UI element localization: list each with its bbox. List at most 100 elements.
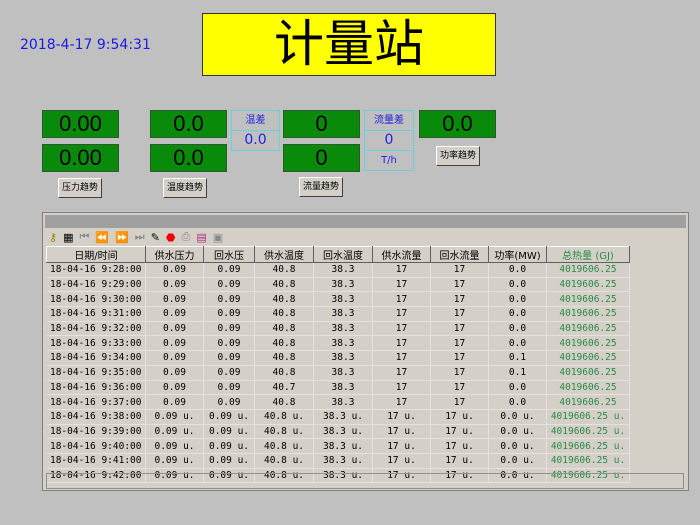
table-cell: 0.09 — [203, 380, 255, 396]
table-cell: 0.0 u. — [488, 409, 547, 425]
table-cell: 40.8 — [254, 365, 314, 381]
table-cell: 18-04-16 9:31:00 — [46, 306, 146, 322]
data-table-window: ⚷ ▦ ⏮ ⏪ ⏩ ⏭ ✎ ⬣ ⎙ ▤ ▣ 日期/时间 供水压力 回水压 供水温度 回水… — [42, 212, 689, 491]
next-icon[interactable]: ⏩ — [115, 230, 129, 244]
table-cell: 38.3 — [313, 365, 373, 381]
chart-icon[interactable]: ▤ — [196, 230, 207, 244]
column-header[interactable]: 供水压力 — [145, 246, 204, 263]
table-cell: 17 u. — [430, 438, 489, 454]
status-bar — [46, 473, 684, 489]
table-cell: 17 — [372, 291, 431, 308]
table-cell: 40.8 — [254, 291, 314, 308]
first-icon[interactable]: ⏮ — [79, 230, 90, 243]
table-cell: 0.09 u. — [145, 424, 204, 440]
table-cell: 0.09 — [145, 291, 204, 308]
print-icon[interactable]: ⎙ — [181, 230, 191, 243]
grid-icon[interactable]: ▦ — [63, 230, 74, 244]
table-cell: 18-04-16 9:38:00 — [46, 409, 146, 425]
return-flow-display: 0 — [283, 144, 360, 172]
supply-flow-display: 0 — [283, 110, 360, 138]
pencil-icon[interactable]: ✎ — [150, 230, 160, 244]
table-row[interactable]: 18-04-16 9:42:00 0.09 u. 0.09 u. 40.8 u. 38.… — [46, 468, 630, 484]
table-cell: 38.3 — [313, 380, 373, 396]
power-display: 0.0 — [419, 110, 496, 138]
table-cell: 17 — [372, 350, 431, 366]
column-header[interactable]: 功率(MW) — [488, 246, 547, 263]
column-header[interactable]: 总热量 (GJ) — [546, 246, 630, 263]
table-row[interactable]: 18-04-16 9:29:00 0.09 0.09 40.8 38.3 17 17 0.0 4… — [46, 277, 630, 293]
table-cell: 4019606.25 — [546, 335, 630, 352]
table-row[interactable]: 18-04-16 9:32:00 0.09 0.09 40.8 38.3 17 17 0.0 4… — [46, 321, 630, 337]
table-row[interactable]: 18-04-16 9:33:00 0.09 0.09 40.8 38.3 17 17 0.0 4… — [46, 335, 630, 352]
temp-trend-button[interactable]: 温度趋势 — [163, 178, 207, 198]
table-cell: 0.09 u. — [145, 438, 204, 454]
table-row[interactable]: 18-04-16 9:30:00 0.09 0.09 40.8 38.3 17 17 0.0 4… — [46, 291, 630, 308]
table-cell: 18-04-16 9:30:00 — [46, 291, 146, 308]
column-header[interactable]: 供水流量 — [372, 246, 431, 263]
flow-diff-value: 0 — [365, 131, 413, 151]
table-cell: 17 — [372, 335, 431, 352]
return-pressure-display: 0.00 — [42, 144, 119, 172]
table-cell: 40.8 — [254, 262, 314, 278]
table-cell: 0.09 — [145, 321, 204, 337]
table-cell: 38.3 — [313, 321, 373, 337]
table-cell: 38.3 — [313, 306, 373, 322]
table-cell: 0.0 u. — [488, 453, 547, 469]
table-cell: 17 u. — [372, 468, 431, 484]
table-cell: 0.09 — [203, 306, 255, 322]
table-cell: 17 — [430, 321, 489, 337]
table-cell: 0.09 — [145, 350, 204, 366]
stop-icon[interactable]: ⬣ — [165, 230, 176, 244]
table-cell: 17 — [430, 365, 489, 381]
table-cell: 17 — [372, 306, 431, 322]
prev-icon[interactable]: ⏪ — [95, 230, 110, 244]
table-cell: 17 — [372, 277, 431, 293]
table-cell: 40.8 u. — [254, 424, 314, 440]
table-cell: 40.8 u. — [254, 468, 314, 484]
table-row[interactable]: 18-04-16 9:40:00 0.09 u. 0.09 u. 40.8 u. 38.… — [46, 438, 630, 454]
table-cell: 0.0 — [488, 306, 547, 322]
table-row[interactable]: 18-04-16 9:36:00 0.09 0.09 40.7 38.3 17 17 0.0 4… — [46, 380, 630, 396]
table-cell: 0.09 u. — [145, 468, 204, 484]
flow-trend-button[interactable]: 流量趋势 — [299, 177, 343, 197]
column-header[interactable]: 日期/时间 — [46, 246, 146, 263]
key-icon[interactable]: ⚷ — [49, 230, 58, 244]
table-cell: 38.3 u. — [313, 409, 373, 425]
table-cell: 0.09 u. — [203, 438, 255, 454]
table-cell: 4019606.25 — [546, 262, 630, 278]
column-header[interactable]: 回水温度 — [313, 246, 373, 263]
power-trend-button[interactable]: 功率趋势 — [436, 146, 480, 166]
table-row[interactable]: 18-04-16 9:37:00 0.09 0.09 40.8 38.3 17 17 0.0 4… — [46, 394, 630, 410]
column-header[interactable]: 回水压 — [203, 246, 255, 263]
table-cell: 0.09 — [203, 365, 255, 381]
table-cell: 0.09 u. — [203, 468, 255, 484]
table-row[interactable]: 18-04-16 9:41:00 0.09 u. 0.09 u. 40.8 u. 38.… — [46, 453, 630, 469]
table-cell: 17 u. — [430, 409, 489, 425]
last-icon[interactable]: ⏭ — [134, 230, 145, 243]
table-row[interactable]: 18-04-16 9:38:00 0.09 u. 0.09 u. 40.8 u. 38.… — [46, 409, 630, 425]
table-cell: 17 — [372, 365, 431, 381]
table-cell: 0.1 — [488, 350, 547, 366]
table-cell: 0.09 — [203, 262, 255, 278]
export-icon[interactable]: ▣ — [212, 230, 224, 244]
table-cell: 38.3 u. — [313, 453, 373, 469]
table-cell: 4019606.25 u. — [546, 453, 630, 469]
table-cell: 40.8 u. — [254, 438, 314, 454]
column-header[interactable]: 供水温度 — [254, 246, 314, 263]
table-row[interactable]: 18-04-16 9:34:00 0.09 0.09 40.8 38.3 17 17 0.1 4… — [46, 350, 630, 366]
table-cell: 17 u. — [372, 424, 431, 440]
table-row[interactable]: 18-04-16 9:28:00 0.09 0.09 40.8 38.3 17 17 0.0 4… — [46, 262, 630, 278]
table-cell: 4019606.25 — [546, 306, 630, 322]
table-row[interactable]: 18-04-16 9:39:00 0.09 u. 0.09 u. 40.8 u. 38.… — [46, 424, 630, 440]
table-cell: 4019606.25 u. — [546, 438, 630, 454]
table-cell: 40.8 — [254, 350, 314, 366]
table-cell: 18-04-16 9:34:00 — [46, 350, 146, 366]
column-header[interactable]: 回水流量 — [430, 246, 489, 263]
table-cell: 18-04-16 9:29:00 — [46, 277, 146, 293]
pressure-trend-button[interactable]: 压力趋势 — [58, 178, 102, 198]
table-cell: 17 — [430, 335, 489, 352]
table-cell: 4019606.25 — [546, 394, 630, 410]
table-row[interactable]: 18-04-16 9:31:00 0.09 0.09 40.8 38.3 17 17 0.0 4… — [46, 306, 630, 322]
table-row[interactable]: 18-04-16 9:35:00 0.09 0.09 40.8 38.3 17 17 0.1 4… — [46, 365, 630, 381]
table-cell: 17 — [372, 262, 431, 278]
